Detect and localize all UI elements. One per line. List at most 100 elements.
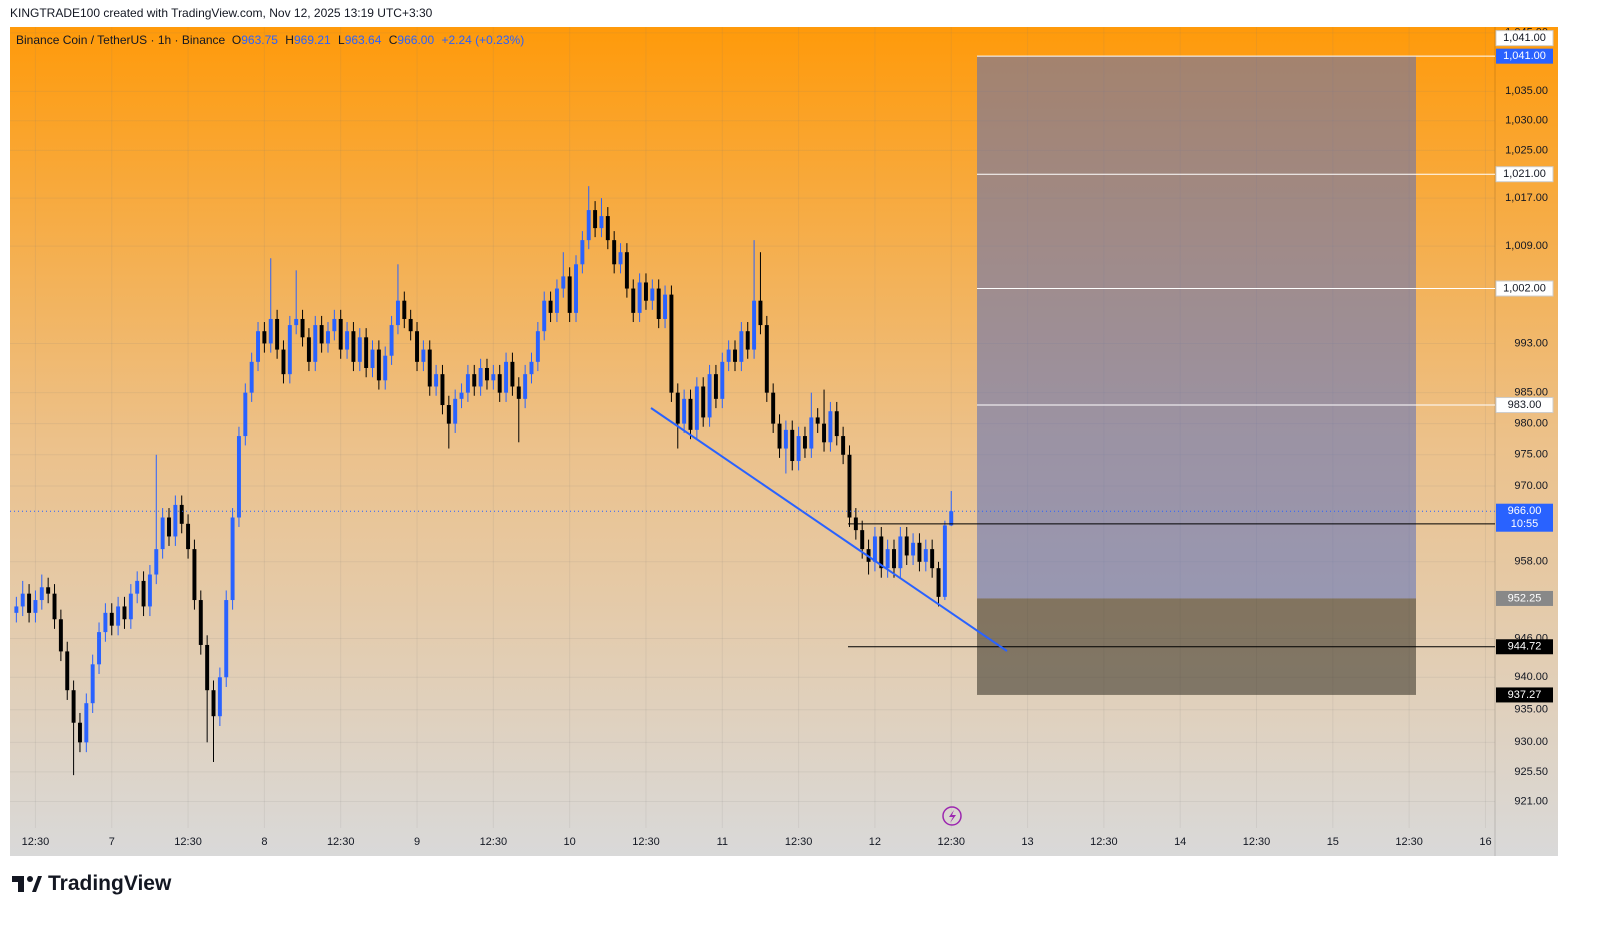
candle-body [790,429,795,462]
candle-body [427,349,432,387]
level-label-box [1495,166,1554,183]
level-label: 1,021.00 [1503,168,1546,180]
candle-body [389,325,394,356]
footer: TradingView [12,872,171,896]
candle-body [911,542,916,556]
candle-body [338,318,343,350]
candle-body [841,436,846,455]
candle-body [109,612,114,626]
candle-body [192,549,197,601]
candle-body [593,210,598,229]
candle-body [103,612,108,633]
candle-body [116,606,121,626]
candle-body [440,374,445,406]
candle-body [262,331,267,344]
candle-body [370,349,375,369]
candle-body [39,587,44,601]
candle-body [65,651,70,691]
x-tick-label: 12:30 [1395,836,1423,848]
level-label-box [1495,30,1554,47]
legend-change: +2.24 (+0.23%) [441,33,525,47]
level-label: 1,002.00 [1503,282,1546,294]
x-tick-label: 7 [109,836,115,848]
candle-body [713,374,718,399]
candle-body [268,318,273,344]
candle-body [612,240,617,265]
x-tick-label: 14 [1174,836,1186,848]
lightning-icon[interactable] [942,806,962,826]
candle-body [586,210,591,241]
candle-body [663,294,668,319]
candle-body [624,252,629,289]
candle-body [516,386,521,399]
candle-body [294,318,299,326]
candle-body [847,454,852,518]
candle-body [828,411,833,443]
candle-body [357,337,362,362]
level-label: 944.72 [1508,641,1542,653]
candle-body [656,288,661,319]
candle-body [300,318,305,338]
header: KINGTRADE100 created with TradingView.co… [10,6,433,20]
legend-value: 969.21 [293,33,331,47]
candle-body [160,517,165,550]
candle-body [669,294,674,393]
candle-body [548,300,553,313]
candle-body [777,423,782,449]
candle-body [554,288,559,313]
candle-body [147,574,152,607]
candle-body [535,331,540,362]
y-tick-label: 993.00 [1514,337,1548,349]
candle-body [198,600,203,645]
candle-body [281,349,286,375]
candle-body [771,392,776,424]
x-tick-label: 12:30 [1243,836,1271,848]
x-tick-label: 11 [717,836,728,848]
x-tick-label: 15 [1327,836,1339,848]
candle-body [27,593,32,613]
candle-body [631,288,636,313]
candle-body [930,549,935,569]
level-label-box [1496,639,1553,655]
candle-body [542,300,547,332]
y-tick-label: 1,017.00 [1505,192,1548,204]
logo [12,876,42,892]
level-label-box [1495,397,1554,414]
candle-body [408,318,413,332]
position-label-box [1496,590,1553,606]
candle-body [345,331,350,350]
candle-body [504,361,509,393]
candle-body [860,530,865,550]
legend-label: L [338,33,345,47]
candle-body [275,318,280,350]
candle-body [796,436,801,462]
candle-body [688,398,693,430]
x-tick-label: 10 [564,836,576,848]
candle-body [71,690,76,723]
candle-body [446,405,451,424]
candle-body [434,374,439,387]
candle-body [332,318,337,332]
candle-body [313,325,318,362]
candle-body [529,361,534,375]
x-tick-label: 12:30 [327,836,355,848]
level-label-box [1495,280,1554,297]
y-tick-label: 1,025.00 [1505,144,1548,156]
candle-body [567,276,572,313]
y-tick-label: 975.00 [1514,449,1548,461]
candle-body [739,331,744,362]
candle-body [186,523,191,550]
x-tick-label: 12:30 [174,836,202,848]
candle-body [879,536,884,569]
candle-body [904,536,909,556]
x-tick-label: 8 [261,836,267,848]
candle-body [383,355,388,381]
candle-body [319,325,324,344]
candle-body [694,386,699,430]
trendline[interactable] [650,407,1008,652]
candle-body [256,331,261,362]
candle-body [376,349,381,381]
candle-body [465,374,470,393]
candle-body [33,600,38,613]
candle-body [720,361,725,399]
